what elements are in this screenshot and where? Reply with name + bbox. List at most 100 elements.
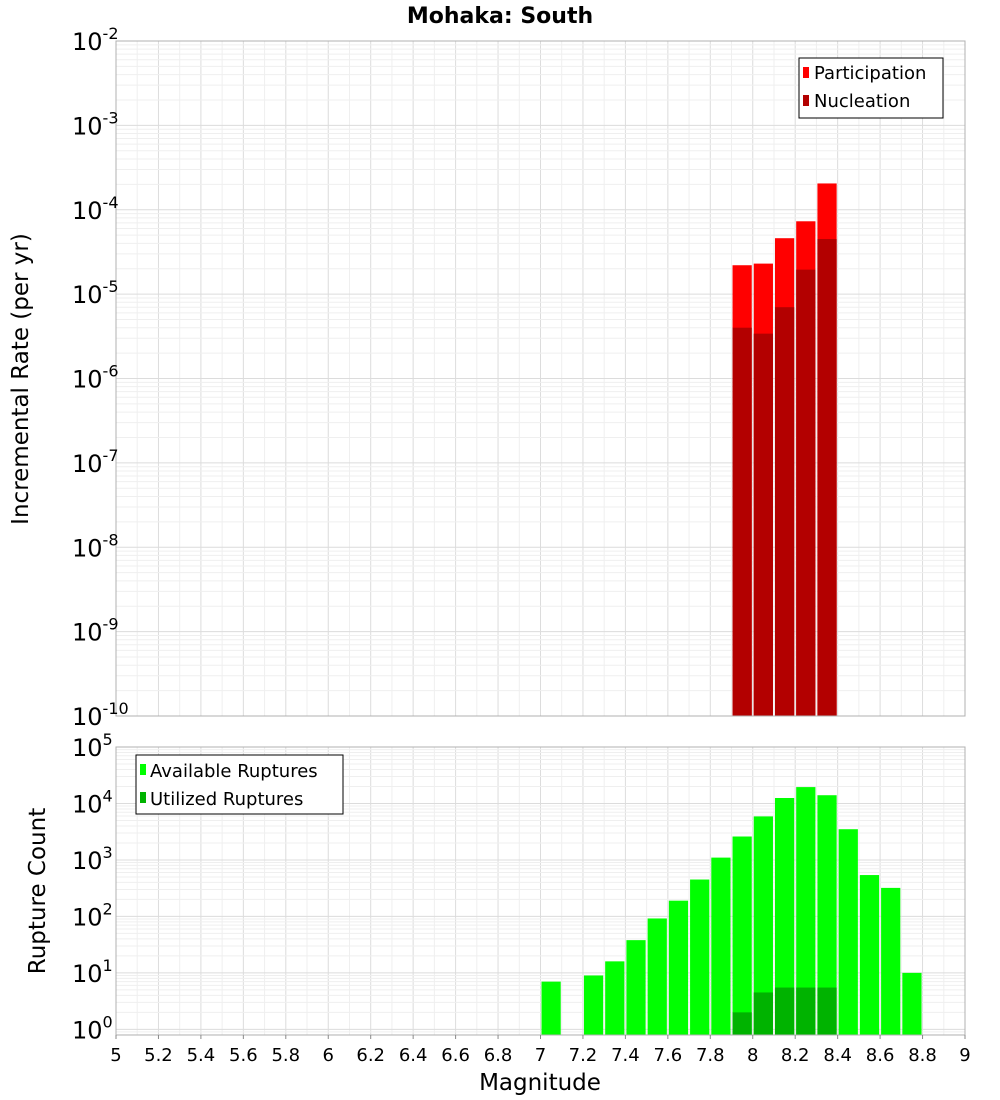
rate-bars (732, 183, 837, 716)
available-ruptures-bar (541, 981, 561, 1035)
rate-y-axis-label: Incremental Rate (per yr) (8, 233, 34, 525)
utilized-ruptures-bar (817, 987, 837, 1035)
y-tick-exponent: -5 (103, 277, 119, 296)
nucleation-bar (817, 239, 837, 716)
count-y-ticks: 105 104 103 102 101 100 (72, 730, 113, 1044)
x-tick-label: 8.2 (781, 1045, 810, 1066)
participation-swatch (803, 67, 809, 78)
y-tick-exponent: 5 (103, 730, 113, 749)
utilized-ruptures-bar (732, 1012, 752, 1035)
available-ruptures-bar (626, 940, 646, 1035)
available-ruptures-bar (774, 797, 795, 1035)
rate-legend-box (798, 57, 944, 119)
nucleation-bar (732, 327, 752, 716)
y-tick-exponent: -9 (103, 615, 119, 634)
rate-panel: 10-2 10-3 10-4 10-5 10-6 10-7 10-8 10-9 10-10 In… (8, 24, 966, 731)
rate-plot-frame (115, 40, 966, 717)
count-bars (541, 787, 922, 1035)
y-tick-label: 10-2 (72, 24, 119, 56)
available-ruptures-bar (583, 975, 604, 1035)
available-ruptures-bar (732, 836, 752, 1035)
legend-item-participation: Participation (803, 63, 926, 84)
available-ruptures-bar (859, 875, 880, 1035)
x-tick-label: 6.8 (484, 1045, 513, 1066)
legend-item-available: Available Ruptures (140, 761, 318, 782)
y-tick-exponent: 1 (103, 956, 113, 975)
x-tick-label: 7.2 (569, 1045, 598, 1066)
rate-legend: Participation Nucleation (798, 57, 944, 119)
available-ruptures-bar (753, 816, 773, 1035)
legend-label-nucleation: Nucleation (814, 91, 910, 112)
y-tick-exponent: -7 (103, 446, 119, 465)
legend-item-utilized: Utilized Ruptures (140, 789, 303, 810)
count-legend: Available Ruptures Utilized Ruptures (135, 754, 344, 815)
count-y-axis-label: Rupture Count (25, 808, 51, 974)
x-tick-label: 8 (747, 1045, 758, 1066)
available-ruptures-bar (881, 887, 901, 1035)
y-tick-label: 10-5 (72, 277, 119, 309)
y-tick-label: 10-4 (72, 193, 119, 225)
x-tick-label: 5.8 (271, 1045, 300, 1066)
x-tick-label: 5.4 (187, 1045, 216, 1066)
legend-label-participation: Participation (814, 63, 926, 84)
y-tick-exponent: 2 (103, 899, 113, 918)
y-tick-label: 10-3 (72, 108, 119, 140)
y-tick-label: 10-10 (72, 699, 129, 731)
y-tick-exponent: -2 (103, 24, 119, 43)
available-ruptures-bar (647, 918, 667, 1035)
x-tick-label: 6 (323, 1045, 334, 1066)
nucleation-swatch (803, 95, 809, 106)
y-tick-label: 105 (72, 730, 113, 762)
y-tick-label: 10-6 (72, 362, 119, 394)
chart-title: Mohaka: South (407, 4, 593, 29)
y-tick-label: 100 (72, 1012, 113, 1044)
x-tick-label: 9 (959, 1045, 970, 1066)
x-tick-label: 5.6 (229, 1045, 258, 1066)
available-ruptures-bar (711, 857, 731, 1035)
y-tick-exponent: -4 (103, 193, 119, 212)
legend-label-utilized: Utilized Ruptures (150, 789, 303, 810)
nucleation-bar (796, 269, 816, 716)
y-tick-label: 10-9 (72, 615, 119, 647)
x-tick-label: 7.8 (696, 1045, 725, 1066)
y-tick-exponent: 4 (103, 786, 113, 805)
magnitude-x-ticks: 5 5.2 5.4 5.6 5.8 6 6.2 6.4 6.6 6.8 7 7.2 7.4 7.6 7.8 8… (110, 1035, 971, 1066)
y-tick-exponent: 3 (103, 843, 113, 862)
x-axis-label: Magnitude (479, 1070, 601, 1096)
x-tick-label: 6.6 (441, 1045, 470, 1066)
x-tick-label: 7.4 (611, 1045, 640, 1066)
utilized-ruptures-bar (796, 987, 816, 1035)
x-tick-label: 8.6 (866, 1045, 895, 1066)
legend-label-available: Available Ruptures (150, 761, 318, 782)
available-ruptures-bar (902, 972, 922, 1035)
utilized-ruptures-bar (753, 992, 773, 1035)
x-tick-label: 6.2 (356, 1045, 385, 1066)
available-swatch (140, 764, 146, 775)
utilized-ruptures-bar (774, 987, 795, 1035)
x-tick-label: 6.4 (399, 1045, 428, 1066)
y-tick-label: 10-7 (72, 446, 119, 478)
y-tick-exponent: -3 (103, 108, 119, 127)
nucleation-bar (774, 307, 795, 716)
y-tick-label: 103 (72, 843, 113, 875)
x-tick-label: 5.2 (144, 1045, 173, 1066)
rate-y-ticks: 10-2 10-3 10-4 10-5 10-6 10-7 10-8 10-9 10-10 (72, 24, 129, 731)
available-ruptures-bar (817, 795, 837, 1035)
available-ruptures-bar (838, 829, 858, 1035)
utilized-swatch (140, 792, 146, 803)
count-legend-box (135, 754, 344, 815)
rate-gridlines (115, 41, 966, 717)
legend-item-nucleation: Nucleation (803, 91, 910, 112)
rupture-count-panel: 105 104 103 102 101 100 5 5.2 5.4 5.6 5.8 6 6.2 6.4 6… (25, 730, 971, 1096)
x-tick-label: 8.4 (823, 1045, 852, 1066)
x-tick-label: 8.8 (908, 1045, 937, 1066)
y-tick-label: 104 (72, 786, 113, 818)
nucleation-bar (753, 333, 773, 716)
y-tick-label: 101 (72, 956, 113, 988)
x-tick-label: 7.6 (654, 1045, 683, 1066)
available-ruptures-bar (668, 900, 689, 1035)
y-tick-exponent: -8 (103, 530, 119, 549)
available-ruptures-bar (690, 879, 710, 1035)
y-tick-label: 102 (72, 899, 113, 931)
